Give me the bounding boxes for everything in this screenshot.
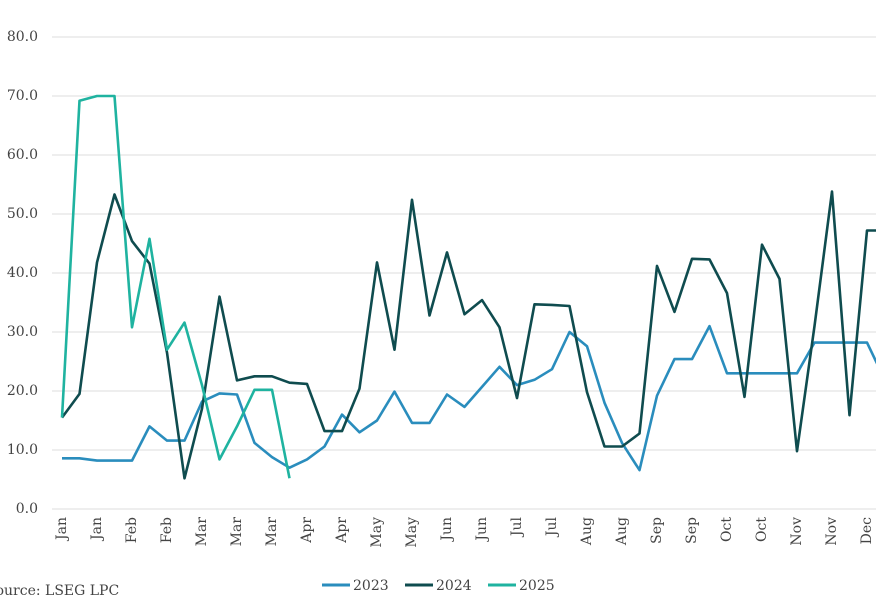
y-tick-label: 40.0 xyxy=(7,265,38,281)
x-tick-label: Mar xyxy=(194,517,210,547)
x-tick-label: Aug xyxy=(614,517,630,546)
x-tick-label: Nov xyxy=(789,517,805,546)
y-tick-label: 0.0 xyxy=(16,501,38,517)
y-tick-label: 50.0 xyxy=(7,206,38,222)
x-tick-label: Oct xyxy=(719,517,735,542)
x-tick-label: Apr xyxy=(299,517,315,544)
x-tick-label: Feb xyxy=(124,517,140,543)
y-tick-label: 80.0 xyxy=(7,29,38,45)
y-tick-label: 20.0 xyxy=(7,383,38,399)
series-line xyxy=(60,94,291,479)
x-tick-label: Jun xyxy=(474,517,490,543)
x-tick-label: Mar xyxy=(229,517,245,547)
x-tick-label: May xyxy=(404,517,420,548)
x-tick-label: Apr xyxy=(334,517,350,544)
x-tick-label: Mar xyxy=(264,517,280,547)
x-tick-label: Nov xyxy=(824,517,840,546)
source-note: Source: LSEG LPC xyxy=(0,583,119,599)
x-tick-label: Sep xyxy=(649,517,665,544)
x-tick-label: Jul xyxy=(544,516,560,538)
x-tick-label: Jul xyxy=(509,516,525,538)
y-tick-label: 70.0 xyxy=(7,88,38,104)
x-tick-label: Aug xyxy=(579,517,595,546)
x-tick-label: Jan xyxy=(89,517,105,542)
x-tick-label: Jan xyxy=(54,517,70,542)
x-tick-label: Sep xyxy=(684,517,700,544)
y-tick-label: 10.0 xyxy=(7,442,38,458)
legend-label: 2023 xyxy=(353,578,389,594)
legend-label: 2024 xyxy=(436,578,472,594)
x-tick-label: Dec xyxy=(859,517,875,545)
x-tick-label: Oct xyxy=(754,517,770,542)
legend-label: 2025 xyxy=(519,578,555,594)
y-tick-label: 30.0 xyxy=(7,324,38,340)
series-line xyxy=(62,324,876,472)
x-tick-label: Feb xyxy=(159,517,175,543)
x-tick-label: Jun xyxy=(439,517,455,543)
series-line xyxy=(60,190,876,480)
y-tick-label: 60.0 xyxy=(7,147,38,163)
x-tick-label: May xyxy=(369,517,385,548)
